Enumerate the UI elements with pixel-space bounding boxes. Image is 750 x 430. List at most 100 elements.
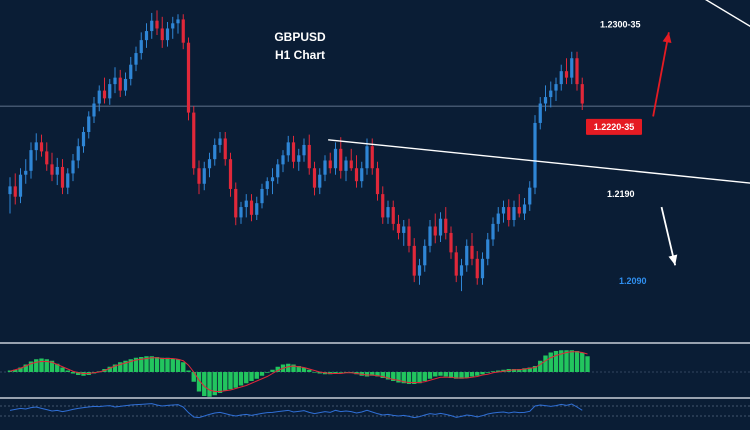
macd-bar [107,366,112,372]
macd-bar [123,360,128,372]
macd-bar [454,372,459,379]
macd-bar [139,357,144,372]
macd-bar [259,372,265,376]
macd-bar [44,359,49,372]
bullish-arrow-head [662,32,672,44]
candle-body [207,159,212,169]
candle-body [386,207,390,218]
candle-body [517,207,521,214]
candle-body [81,132,86,147]
candle-body [60,166,65,188]
macd-bar [223,372,228,391]
chart-title: GBPUSD [274,30,326,44]
candle-body [45,151,49,165]
macd-bar [312,372,317,373]
candle-body [192,112,196,169]
candle-body [87,116,91,132]
candle-body [360,168,364,182]
macd-bar [417,372,422,384]
candle-body [318,174,322,188]
candle-body [307,144,311,169]
candle-body [333,148,338,169]
candle-body [276,164,280,178]
macd-bar [569,350,574,372]
candle-body [171,23,175,29]
macd-bar [191,372,196,382]
macd-bar [202,372,207,396]
candle-body [265,181,269,189]
macd-bar [553,351,559,372]
macd-bar [412,372,417,384]
macd-bar [233,372,238,388]
candle-body [486,239,490,259]
macd-bar [385,372,391,380]
macd-bar [144,356,149,372]
candle-body [454,252,458,276]
candle-body [349,160,353,169]
macd-bar [270,369,275,372]
candle-body [118,77,122,91]
macd-bar [517,369,522,372]
macd-bar [548,352,553,372]
macd-bar [543,355,548,372]
macd-indicator [7,350,590,397]
candle-body [71,160,75,174]
candle-body [328,160,332,169]
macd-bar [370,372,375,376]
candle-body [370,146,374,169]
target-label-upper: 1.2300-35 [600,20,641,30]
candle-body [223,138,227,160]
macd-bar [291,364,296,372]
candle-body [55,166,59,175]
candle-body [528,187,532,205]
candle-body [39,142,44,152]
target-label-lower: 1.2090 [619,276,647,286]
macd-bar [459,372,464,379]
macd-bar [149,356,154,372]
candle-body [570,58,574,78]
macd-bar [196,372,202,392]
candle-body [139,40,143,54]
macd-bar [559,350,564,372]
candle-body [218,138,222,145]
macd-bar [485,372,490,373]
macd-bar [212,372,217,396]
macd-bar [443,372,448,377]
candle-body [108,84,112,99]
macd-bar [65,370,70,372]
candlestick-series [8,10,584,292]
candle-body [554,84,558,91]
candle-body [543,97,548,104]
macd-bar [170,358,175,372]
candle-body [297,155,301,162]
macd-bar [532,366,538,372]
candle-body [339,148,343,171]
candle-body [433,226,437,236]
projection-arrows [652,32,678,266]
candle-body [444,218,448,233]
macd-bar [254,372,259,379]
bearish-arrow-head [668,254,678,266]
candle-body [123,78,128,91]
macd-bar [469,372,475,377]
current-zone-label: 1.2220-35 [594,122,635,132]
macd-bar [118,362,123,372]
rsi-indicator [9,403,583,419]
macd-bar [574,351,580,372]
macd-bar [217,372,223,393]
macd-bar [238,372,244,386]
candle-body [402,226,406,233]
candle-body [76,146,80,161]
candle-body [391,207,395,224]
macd-bar [296,366,301,372]
macd-bar [380,372,385,378]
candle-body [228,159,233,189]
macd-bar [112,364,118,372]
macd-bar [286,363,291,372]
lower-trendline [328,139,750,184]
macd-bar [427,372,433,379]
candle-body [365,146,369,169]
candle-body [286,142,290,156]
candle-body [213,144,217,160]
